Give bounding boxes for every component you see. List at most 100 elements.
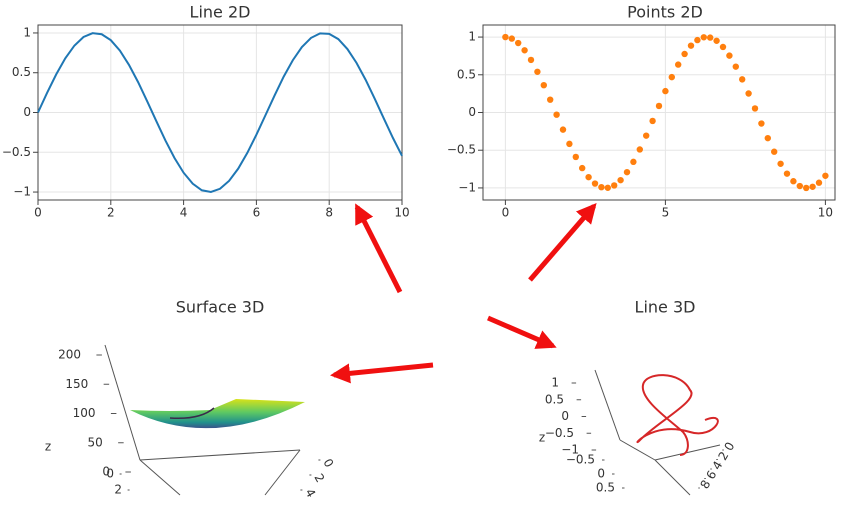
point	[521, 47, 528, 54]
point	[675, 61, 682, 68]
chart-title: Points 2D	[627, 3, 703, 22]
point	[662, 87, 669, 95]
point	[585, 173, 592, 181]
x-tick-label: 4	[302, 486, 318, 500]
point	[566, 140, 573, 148]
point	[694, 36, 701, 44]
point	[604, 184, 611, 191]
point	[687, 42, 695, 49]
x-tick-label: 8	[325, 206, 333, 220]
surface-contour	[169, 407, 215, 420]
z-axis-label: z	[539, 431, 545, 445]
point	[643, 132, 650, 139]
point	[630, 158, 637, 166]
arrows	[330, 202, 597, 384]
point	[534, 68, 541, 75]
axes-3d	[104, 344, 721, 496]
z-tick-label: 0	[102, 465, 110, 479]
x-tick-label: 2	[311, 471, 327, 485]
x-tick-label: 0	[502, 206, 510, 220]
z-tick-label: 0	[561, 409, 569, 423]
point	[540, 81, 547, 89]
z-tick-label: 0.5	[545, 392, 564, 406]
point	[553, 111, 560, 118]
z-tick-label: −0.5	[545, 426, 574, 440]
y-tick-label: −1	[13, 185, 31, 199]
y-tick-label: −0.5	[566, 453, 595, 467]
x-tick-label: 0	[722, 440, 738, 454]
chart-title: Line 2D	[190, 3, 251, 22]
y-tick-label: 0.5	[457, 67, 476, 81]
y-tick-label: 2	[114, 483, 122, 497]
point	[649, 117, 656, 125]
surface	[130, 399, 305, 429]
y-tick-label: 0.5	[596, 481, 615, 495]
point	[751, 105, 759, 112]
point	[611, 182, 618, 189]
point	[745, 90, 752, 97]
z-tick-label: 50	[87, 435, 102, 449]
point	[771, 148, 778, 155]
x-tick-label: 10	[818, 206, 833, 220]
line	[37, 32, 403, 193]
z-axis-label: z	[45, 440, 51, 454]
point	[726, 52, 733, 59]
point	[719, 43, 727, 51]
z-tick-label: 100	[73, 406, 96, 420]
point	[598, 183, 605, 191]
point	[809, 183, 816, 190]
point	[559, 126, 567, 133]
point	[815, 179, 823, 186]
helix	[636, 374, 719, 456]
chart-title: Line 3D	[635, 298, 696, 317]
point	[822, 172, 829, 179]
point	[803, 184, 810, 192]
point	[508, 35, 515, 42]
point	[527, 56, 535, 64]
y-tick-label: 0	[468, 105, 476, 119]
point	[732, 63, 739, 70]
point	[668, 73, 675, 81]
point	[502, 33, 509, 41]
point	[515, 39, 522, 47]
point	[681, 50, 688, 58]
z-tick-label: 1	[551, 376, 559, 390]
x-tick-label: 6	[253, 206, 261, 220]
point	[796, 182, 803, 190]
point	[623, 168, 631, 176]
x-tick-label: 0	[320, 456, 336, 470]
y-tick-label: −0.5	[2, 145, 31, 159]
point	[579, 164, 586, 172]
z-tick-label: 200	[58, 348, 81, 362]
y-tick-label: 0.5	[12, 65, 31, 79]
point	[655, 102, 663, 110]
x-tick-label: 10	[394, 206, 409, 220]
point	[713, 37, 720, 44]
y-tick-label: −0.5	[447, 143, 476, 157]
y-tick-label: 1	[468, 30, 476, 44]
point	[739, 76, 746, 83]
z-tick-label: −1	[561, 443, 579, 457]
chart-title: Surface 3D	[176, 298, 265, 317]
y-tick-label: 0	[597, 467, 605, 481]
y-tick-label: −1	[458, 180, 476, 194]
x-tick-label: 5	[662, 206, 670, 220]
y-tick-label: 0	[23, 105, 31, 119]
point	[764, 134, 771, 142]
point	[700, 34, 707, 41]
plot-frame	[482, 24, 836, 201]
point	[547, 96, 554, 103]
point	[572, 153, 579, 161]
y-tick-label: 0	[106, 467, 114, 481]
point	[790, 178, 797, 185]
point	[636, 146, 643, 153]
point	[617, 176, 624, 184]
point	[777, 160, 784, 167]
x-tick-label: 4	[180, 206, 188, 220]
point	[707, 34, 714, 41]
x-tick-label: 0	[34, 206, 42, 220]
point	[758, 120, 765, 127]
point	[591, 180, 599, 187]
x-tick-label: 2	[107, 206, 115, 220]
